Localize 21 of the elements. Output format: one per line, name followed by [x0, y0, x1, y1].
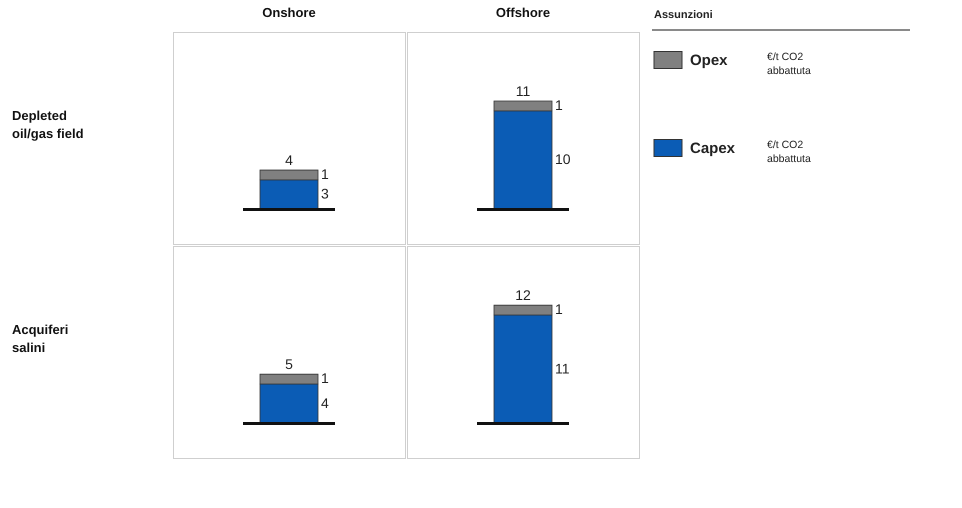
data-label: 4 — [321, 394, 329, 411]
data-label: 10 — [555, 151, 571, 168]
total-label: 5 — [285, 356, 294, 372]
data-label: 1 — [321, 370, 329, 386]
data-label: 3 — [321, 186, 329, 202]
data-label: 1 — [321, 166, 329, 182]
data-label: 1 — [555, 96, 563, 113]
legend-label: Capex — [690, 140, 736, 157]
data-label: 11 — [555, 360, 570, 376]
chart-title: Onshore — [262, 5, 316, 20]
text: €/t CO2 abbattuta — [767, 139, 811, 165]
total-label: 12 — [515, 287, 531, 304]
y-axis-title: Acquiferi salini — [12, 322, 68, 355]
chart-title: Offshore — [496, 5, 550, 20]
legend-title: Assunzioni — [654, 9, 713, 21]
legend-label: Opex — [690, 52, 728, 69]
data-label: 1 — [555, 301, 563, 318]
total-label: 4 — [285, 152, 294, 168]
text: €/t CO2 abbattuta — [767, 51, 811, 77]
y-axis-title: Depleted oil/gas field — [12, 108, 84, 141]
total-label: 11 — [516, 83, 530, 100]
